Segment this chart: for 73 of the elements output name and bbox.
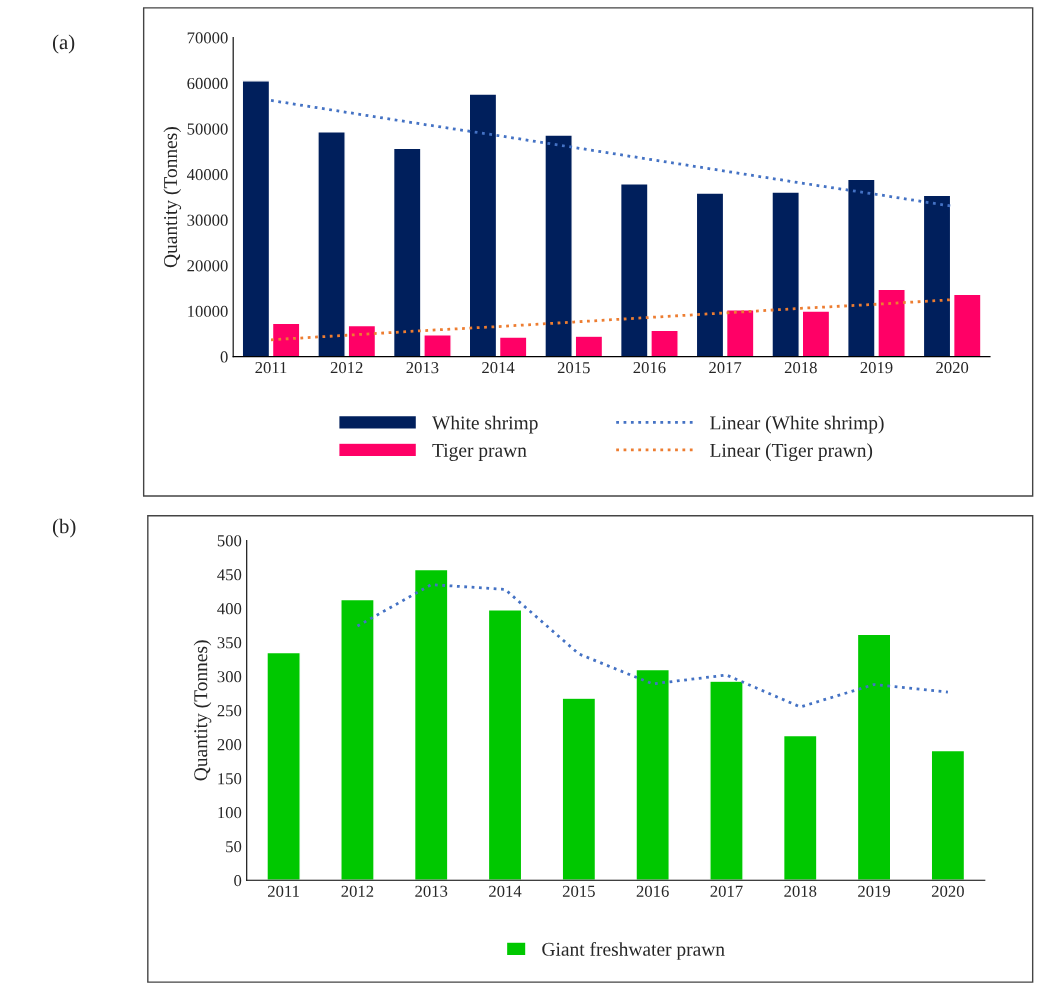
bar <box>241 80 271 357</box>
x-tick-label: 2020 <box>931 885 964 897</box>
x-tick-label: 2017 <box>709 362 742 374</box>
x-tick-label: 2013 <box>415 885 448 897</box>
x-tick-label: 2015 <box>557 362 590 374</box>
bar <box>856 633 892 881</box>
x-tick-label: 2018 <box>784 885 817 897</box>
legend-label: Tiger prawn <box>432 443 527 461</box>
y-tick-label: 350 <box>217 637 242 649</box>
y-tick-label: 150 <box>218 773 242 785</box>
bar <box>340 598 375 881</box>
x-tick-label: 2011 <box>255 362 287 374</box>
x-tick-label: 2012 <box>330 362 363 374</box>
x-tick-label: 2019 <box>860 362 893 374</box>
bar <box>782 734 818 881</box>
y-tick-label: 300 <box>217 671 242 683</box>
bar <box>922 194 952 357</box>
x-tick-label: 2014 <box>482 362 515 374</box>
bar <box>544 134 573 357</box>
bar <box>347 324 377 357</box>
x-tick-label: 2016 <box>636 885 669 897</box>
y-tick-label: 10000 <box>188 305 228 318</box>
y-tick-label: 50 <box>226 841 242 853</box>
bar <box>930 749 966 881</box>
y-tick-label: 60000 <box>187 77 228 90</box>
x-tick-label: 2015 <box>562 885 595 897</box>
legend-label: Linear (Tiger prawn) <box>710 443 873 461</box>
bar <box>725 309 755 357</box>
x-tick-label: 2014 <box>489 885 522 897</box>
y-tick-label: 50000 <box>187 123 228 135</box>
bar <box>695 192 725 357</box>
y-tick-label: 400 <box>217 603 242 615</box>
line-series <box>356 583 950 709</box>
y-axis-title: Quantity (Tonnes) <box>163 127 182 268</box>
bar <box>271 322 301 357</box>
x-tick-label: 2019 <box>858 885 891 897</box>
bar <box>635 668 670 881</box>
bar <box>801 310 831 357</box>
y-tick-label: 0 <box>220 351 228 363</box>
x-tick-label: 2012 <box>341 885 374 897</box>
y-tick-label: 30000 <box>187 214 228 226</box>
bar <box>413 568 449 881</box>
x-tick-label: 2020 <box>936 362 969 374</box>
legend-label: Giant freshwater prawn <box>542 941 725 960</box>
x-tick-label: 2013 <box>406 362 439 374</box>
bar <box>487 609 523 881</box>
bar <box>574 335 604 357</box>
bar <box>468 93 498 357</box>
y-axis-title: Quantity (Tonnes) <box>193 640 212 781</box>
x-tick-label: 2016 <box>633 362 666 374</box>
legend-label: Linear (White shrimp) <box>710 415 884 434</box>
bar <box>317 131 346 357</box>
y-tick-label: 450 <box>217 569 242 581</box>
bar <box>498 336 528 357</box>
y-tick-label: 200 <box>217 739 242 751</box>
bar <box>771 191 800 357</box>
text: (b) <box>52 518 76 538</box>
text: (a) <box>52 34 75 54</box>
x-tick-label: 2011 <box>268 885 299 897</box>
y-tick-label: 20000 <box>187 260 228 272</box>
x-tick-label: 2018 <box>784 362 817 374</box>
x-tick-label: 2017 <box>710 885 743 897</box>
bar <box>952 293 982 357</box>
bar <box>709 680 744 881</box>
y-tick-label: 40000 <box>186 169 228 181</box>
bar <box>266 651 301 881</box>
bar <box>561 697 597 881</box>
y-tick-label: 250 <box>217 705 242 717</box>
y-tick-label: 70000 <box>187 32 228 44</box>
y-tick-label: 100 <box>218 807 242 819</box>
legend-label: White shrimp <box>432 415 538 434</box>
y-tick-label: 500 <box>217 535 242 547</box>
y-tick-label: 0 <box>234 875 242 887</box>
